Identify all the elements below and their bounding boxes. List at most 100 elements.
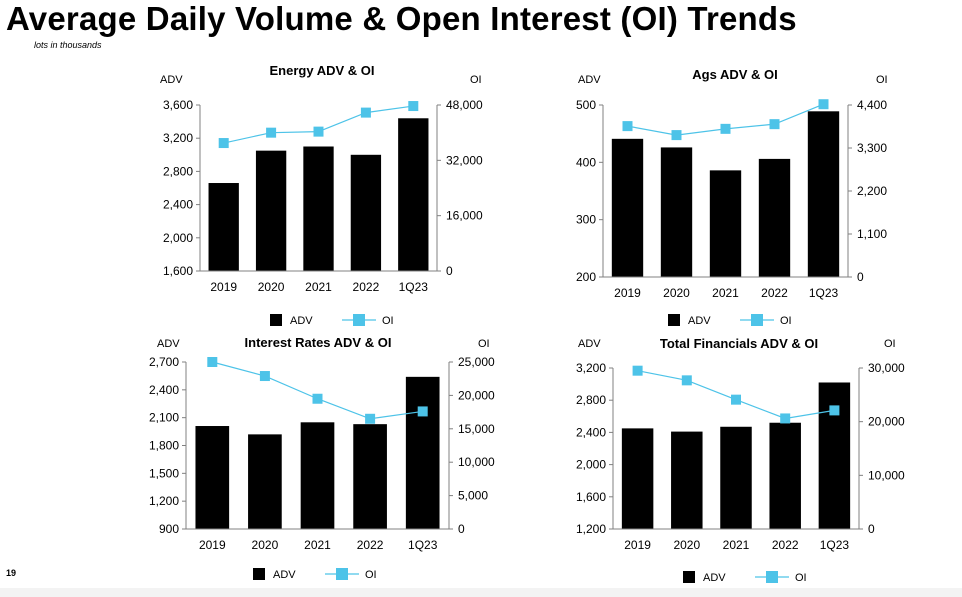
- oi-marker-1q23: [408, 101, 419, 112]
- adv-bar-2021: [300, 422, 335, 529]
- x-tick-label: 1Q23: [809, 286, 839, 300]
- oi-marker-2022: [365, 413, 376, 424]
- adv-bar-2022: [769, 422, 801, 529]
- legend-oi-label: OI: [780, 315, 792, 327]
- right-tick-label: 10,000: [458, 455, 495, 469]
- oi-marker-1q23: [829, 405, 840, 416]
- left-axis-label: ADV: [578, 74, 601, 86]
- left-tick-label: 300: [576, 213, 596, 227]
- left-tick-label: 3,600: [163, 98, 193, 112]
- oi-marker-2022: [360, 107, 371, 118]
- legend-oi-label: OI: [795, 572, 807, 584]
- left-tick-label: 1,800: [149, 439, 179, 453]
- right-tick-label: 15,000: [458, 422, 495, 436]
- right-tick-label: 16,000: [446, 209, 483, 223]
- oi-marker-2020: [259, 371, 270, 382]
- oi-marker-1q23: [417, 406, 428, 417]
- oi-marker-2021: [731, 394, 741, 405]
- legend-adv-label: ADV: [290, 315, 313, 327]
- adv-bar-1q23: [398, 118, 429, 271]
- left-tick-label: 1,200: [149, 494, 179, 508]
- legend-oi-label: OI: [365, 569, 377, 581]
- x-tick-label: 2020: [673, 538, 700, 552]
- adv-bar-1q23: [405, 376, 440, 529]
- oi-marker-2020: [681, 375, 692, 386]
- chart-title: Ags ADV & OI: [692, 67, 777, 82]
- left-tick-label: 2,400: [576, 425, 606, 439]
- chart-title: Energy ADV & OI: [270, 63, 375, 78]
- adv-bar-2022: [758, 158, 791, 277]
- legend-oi-swatch: [336, 568, 348, 580]
- chart-title: Total Financials ADV & OI: [660, 336, 818, 351]
- x-tick-label: 2020: [258, 280, 285, 294]
- adv-bar-2019: [621, 428, 654, 529]
- legend-oi-swatch: [751, 314, 763, 326]
- legend-oi-swatch: [353, 314, 365, 326]
- left-tick-label: 2,000: [163, 231, 193, 245]
- left-tick-label: 2,000: [576, 458, 606, 472]
- left-tick-label: 3,200: [576, 361, 606, 375]
- oi-marker-1q23: [818, 99, 829, 110]
- oi-marker-2022: [780, 413, 791, 424]
- page-subtitle: lots in thousands: [34, 40, 102, 50]
- legend-oi-label: OI: [382, 315, 394, 327]
- legend-adv-swatch: [270, 314, 282, 326]
- right-tick-label: 48,000: [446, 98, 483, 112]
- right-tick-label: 2,200: [857, 184, 887, 198]
- left-tick-label: 2,800: [163, 164, 193, 178]
- adv-bar-2019: [195, 426, 230, 529]
- left-tick-label: 2,400: [163, 198, 193, 212]
- page-title: Average Daily Volume & Open Interest (OI…: [6, 0, 797, 37]
- x-tick-label: 2022: [772, 538, 799, 552]
- right-tick-label: 0: [446, 264, 453, 278]
- legend-adv-swatch: [253, 568, 265, 580]
- adv-bar-2020: [248, 434, 282, 529]
- left-axis-label: ADV: [157, 338, 180, 350]
- legend-adv-label: ADV: [703, 572, 726, 584]
- left-tick-label: 500: [576, 98, 596, 112]
- x-tick-label: 1Q23: [820, 538, 850, 552]
- right-tick-label: 25,000: [458, 355, 495, 369]
- right-tick-label: 4,400: [857, 98, 887, 112]
- oi-marker-2020: [671, 130, 682, 141]
- left-tick-label: 1,600: [576, 490, 606, 504]
- adv-bar-1q23: [818, 382, 851, 529]
- right-axis-label: OI: [478, 338, 490, 350]
- x-tick-label: 2019: [210, 280, 237, 294]
- oi-marker-2019: [218, 138, 229, 149]
- adv-bar-2022: [350, 154, 382, 271]
- bottom-bar: [0, 588, 962, 597]
- adv-bar-2019: [208, 183, 239, 271]
- right-tick-label: 20,000: [868, 415, 905, 429]
- right-axis-label: OI: [884, 338, 896, 350]
- chart-title: Interest Rates ADV & OI: [245, 335, 392, 350]
- left-tick-label: 900: [159, 522, 179, 536]
- x-tick-label: 2021: [305, 280, 332, 294]
- oi-marker-2021: [312, 393, 323, 404]
- oi-marker-2021: [720, 123, 731, 134]
- adv-bar-2020: [255, 150, 287, 271]
- oi-marker-2022: [769, 119, 780, 130]
- left-tick-label: 2,800: [576, 393, 606, 407]
- legend-adv-swatch: [683, 571, 695, 583]
- right-tick-label: 10,000: [868, 468, 905, 482]
- x-tick-label: 2020: [252, 538, 279, 552]
- legend-adv-label: ADV: [273, 569, 296, 581]
- adv-bar-2021: [709, 170, 742, 277]
- left-tick-label: 200: [576, 270, 596, 284]
- legend-adv-swatch: [668, 314, 680, 326]
- right-tick-label: 32,000: [446, 153, 483, 167]
- x-tick-label: 2019: [624, 538, 651, 552]
- left-tick-label: 2,400: [149, 383, 179, 397]
- right-tick-label: 0: [458, 522, 465, 536]
- legend-adv-label: ADV: [688, 315, 711, 327]
- oi-marker-2021: [313, 126, 324, 137]
- right-axis-label: OI: [876, 74, 888, 86]
- adv-bar-2022: [353, 424, 387, 529]
- x-tick-label: 2022: [357, 538, 384, 552]
- left-tick-label: 1,500: [149, 466, 179, 480]
- x-tick-label: 2019: [199, 538, 226, 552]
